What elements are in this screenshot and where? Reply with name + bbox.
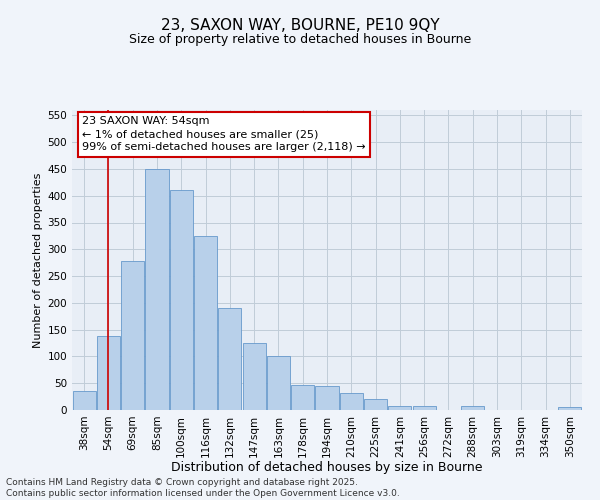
Bar <box>461 406 484 410</box>
Bar <box>413 406 436 410</box>
X-axis label: Distribution of detached houses by size in Bourne: Distribution of detached houses by size … <box>171 461 483 474</box>
Bar <box>291 386 314 410</box>
Bar <box>73 391 95 410</box>
Text: Contains HM Land Registry data © Crown copyright and database right 2025.
Contai: Contains HM Land Registry data © Crown c… <box>6 478 400 498</box>
Bar <box>364 400 387 410</box>
Bar <box>145 169 169 410</box>
Bar <box>559 408 581 410</box>
Bar <box>121 261 144 410</box>
Bar <box>97 336 120 410</box>
Bar <box>340 394 363 410</box>
Y-axis label: Number of detached properties: Number of detached properties <box>33 172 43 348</box>
Bar <box>242 343 266 410</box>
Bar <box>316 386 338 410</box>
Bar <box>267 356 290 410</box>
Bar <box>170 190 193 410</box>
Bar <box>194 236 217 410</box>
Bar <box>218 308 241 410</box>
Text: 23 SAXON WAY: 54sqm
← 1% of detached houses are smaller (25)
99% of semi-detache: 23 SAXON WAY: 54sqm ← 1% of detached hou… <box>82 116 366 152</box>
Text: 23, SAXON WAY, BOURNE, PE10 9QY: 23, SAXON WAY, BOURNE, PE10 9QY <box>161 18 439 32</box>
Bar <box>388 406 412 410</box>
Text: Size of property relative to detached houses in Bourne: Size of property relative to detached ho… <box>129 32 471 46</box>
